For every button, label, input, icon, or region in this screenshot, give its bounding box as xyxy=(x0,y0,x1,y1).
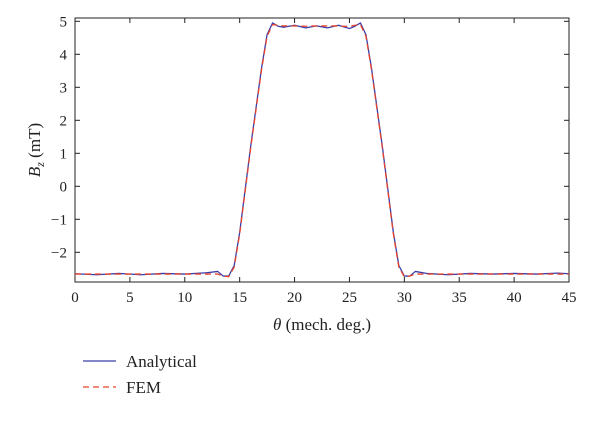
legend-label-fem: FEM xyxy=(126,378,161,397)
y-tick-label: 0 xyxy=(60,179,68,195)
series-line-fem xyxy=(75,23,569,278)
plot-frame xyxy=(74,17,570,283)
x-axis-label-text: (mech. deg.) xyxy=(281,315,371,334)
y-tick-label: 3 xyxy=(60,80,68,96)
y-axis-label-text: (mT) xyxy=(25,123,44,162)
y-tick-label: 2 xyxy=(60,113,68,129)
y-axis-label: Bz (mT) xyxy=(25,123,47,177)
x-tick-label: 30 xyxy=(397,290,412,306)
x-tick-label: 20 xyxy=(287,290,302,306)
legend-label-analytical: Analytical xyxy=(126,352,197,371)
x-tick-label: 25 xyxy=(342,290,357,306)
y-tick-label: 1 xyxy=(60,146,68,162)
x-tick-label: 15 xyxy=(232,290,247,306)
x-tick-label: 10 xyxy=(177,290,192,306)
y-tick-label: −2 xyxy=(51,245,67,261)
x-axis-label: θ (mech. deg.) xyxy=(273,315,371,334)
series-line-analytical xyxy=(74,22,570,277)
y-tick-label: 5 xyxy=(60,14,68,30)
x-axis-label-symbol: θ xyxy=(273,315,281,334)
x-tick-label: 5 xyxy=(126,290,134,306)
x-tick-label: 35 xyxy=(452,290,467,306)
y-axis-label-subscript: z xyxy=(33,162,47,168)
legend: Analytical FEM xyxy=(83,352,197,397)
x-tick-label: 45 xyxy=(562,290,577,306)
y-tick-label: 4 xyxy=(60,47,68,63)
y-axis-label-symbol: B xyxy=(25,166,44,177)
series-layer xyxy=(74,22,570,278)
y-tick-label: −1 xyxy=(51,212,67,228)
x-tick-label: 40 xyxy=(507,290,522,306)
x-tick-label: 0 xyxy=(71,290,79,306)
